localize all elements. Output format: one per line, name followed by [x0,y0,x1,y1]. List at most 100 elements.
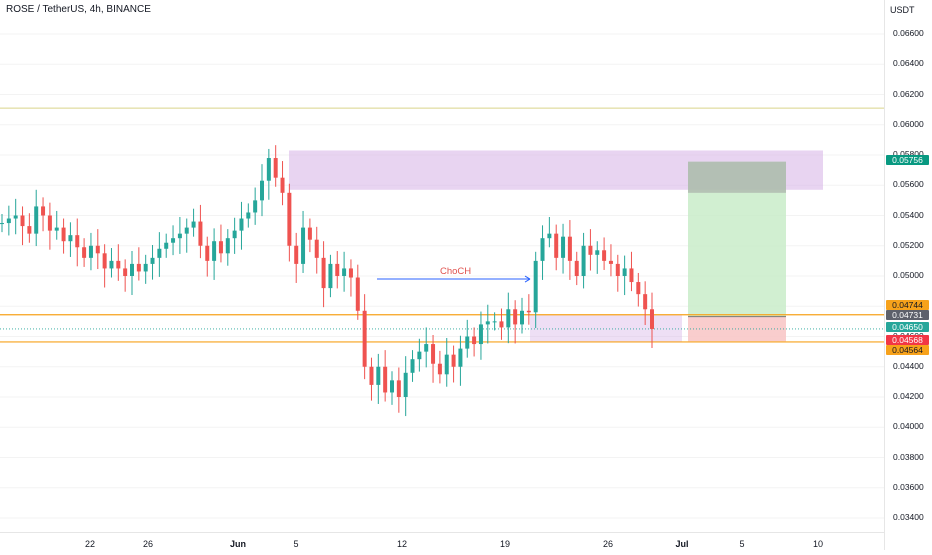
candle-body [273,158,278,178]
time-axis-separator [0,532,884,533]
candle-body [321,257,326,289]
candle-body [246,212,251,219]
candle-body [314,239,319,258]
price-axis-unit[interactable]: USDT [890,5,915,15]
candle-body [376,366,381,385]
candle-body [109,260,114,269]
candle-body [253,200,258,213]
candle-body [567,236,572,261]
candle-body [465,336,470,349]
price-tick-label: 0.04000 [893,421,924,432]
long-position-filled-area [688,161,786,193]
candle-body [650,309,654,329]
choch-arrow-head [524,275,531,283]
candle-body [383,366,388,393]
price-tick-label: 0.06200 [893,88,924,99]
candle-body [164,242,169,249]
candle-body [75,235,80,248]
candle-body [294,245,299,264]
candle-body [485,321,490,325]
candle-body [533,260,538,313]
price-tick-label: 0.05400 [893,209,924,220]
candle-body [123,268,128,276]
candle-body [218,241,223,254]
candle-body [342,268,347,276]
time-tick-label: 26 [602,539,614,549]
candle-body [629,268,634,283]
candle-body [458,348,463,367]
price-tick-label: 0.05800 [893,149,924,159]
price-tick-label: 0.05000 [893,270,924,280]
price-axis-separator [884,0,885,550]
symbol-title[interactable]: ROSE / TetherUS, 4h, BINANCE [6,4,151,15]
candle-body [47,215,52,231]
candle-body [417,351,422,360]
price-tick-label: 0.03600 [893,481,924,492]
candle-body [116,260,121,269]
candle-body [280,177,285,193]
candle-body [191,221,196,228]
candle-body [301,227,306,264]
candle-body [437,363,442,375]
candle-body [239,218,244,231]
candle-body [396,380,401,397]
time-tick-label: 5 [739,539,745,549]
time-tick-label: 22 [84,539,96,549]
choch-label[interactable]: ChoCH [440,266,472,277]
candle-body [362,310,367,367]
price-tick-label: 0.05200 [893,239,924,250]
candle-body [513,309,518,325]
price-tick-label: 0.06600 [893,28,924,38]
candle-body [403,372,408,397]
candle-body [444,354,449,375]
candle-body [615,263,620,276]
candle-body [595,250,600,255]
candle-body [581,245,586,276]
candle-body [68,235,73,242]
candle-body [307,227,312,240]
candle-body [355,277,360,311]
candle-body [54,227,59,231]
price-tick-label: 0.04200 [893,391,924,401]
time-tick-label: 5 [293,539,299,549]
candle-body [13,215,18,219]
candle-body [0,223,4,225]
candle-body [424,344,429,352]
candle-body [608,260,613,264]
candle-body [390,380,394,393]
candle-body [6,218,11,224]
target-price-badge: 0.05756 [886,155,929,165]
candle-body [157,248,162,258]
candle-body [574,260,579,276]
price-tick-label: 0.06400 [893,58,924,69]
time-tick-label: 12 [396,539,408,549]
long-position-loss-area [688,316,786,342]
time-tick-label: Jun [229,539,247,549]
candle-body [622,268,627,276]
candle-body [130,263,134,276]
candle-body [260,180,264,201]
candle-body [171,238,176,243]
candle-body [540,238,545,261]
candle-body [150,257,155,264]
price-tick-label: 0.05600 [893,179,924,190]
candle-body [602,250,607,261]
candle-body [27,226,32,234]
candle-body [499,321,504,328]
time-tick-label: 19 [499,539,511,549]
candle-body [328,263,333,289]
price-tick-label: 0.06000 [893,118,924,129]
candle-body [136,263,141,272]
candle-body [478,324,483,345]
time-tick-label: Jul [675,539,689,549]
price-tick-label: 0.03400 [893,512,924,522]
candle-body [88,245,93,258]
candle-body [431,344,436,364]
upper-level-price-badge: 0.04744 [886,300,929,310]
candle-body [520,310,524,325]
candle-body [205,245,210,261]
candle-body [212,241,217,261]
candle-body [34,206,39,234]
